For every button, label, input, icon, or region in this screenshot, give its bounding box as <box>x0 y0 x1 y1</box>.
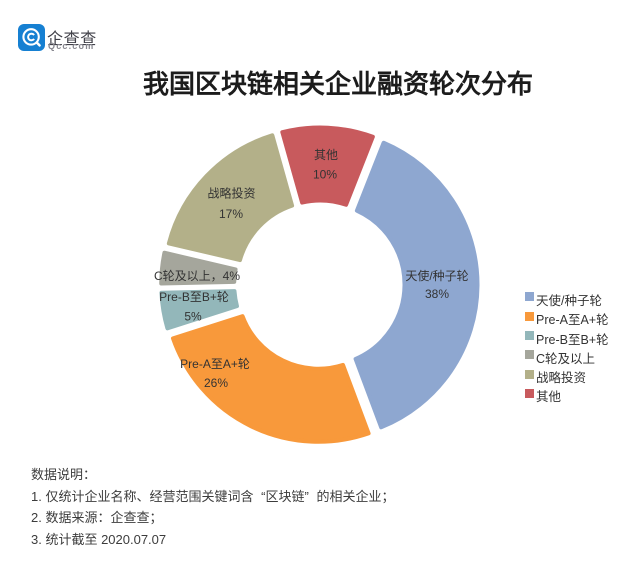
svg-text:17%: 17% <box>219 207 243 221</box>
svg-text:10%: 10% <box>313 168 337 182</box>
svg-text:战略投资: 战略投资 <box>207 186 255 201</box>
svg-text:26%: 26% <box>204 376 228 390</box>
svg-text:C轮及以上，4%: C轮及以上，4% <box>154 269 240 283</box>
svg-text:其他: 其他 <box>314 148 338 162</box>
svg-text:38%: 38% <box>425 287 449 301</box>
svg-text:Pre-A至A+轮: Pre-A至A+轮 <box>180 357 250 371</box>
svg-text:天使/种子轮: 天使/种子轮 <box>405 268 468 283</box>
svg-text:5%: 5% <box>184 310 202 324</box>
svg-text:Pre-B至B+轮: Pre-B至B+轮 <box>159 290 229 304</box>
